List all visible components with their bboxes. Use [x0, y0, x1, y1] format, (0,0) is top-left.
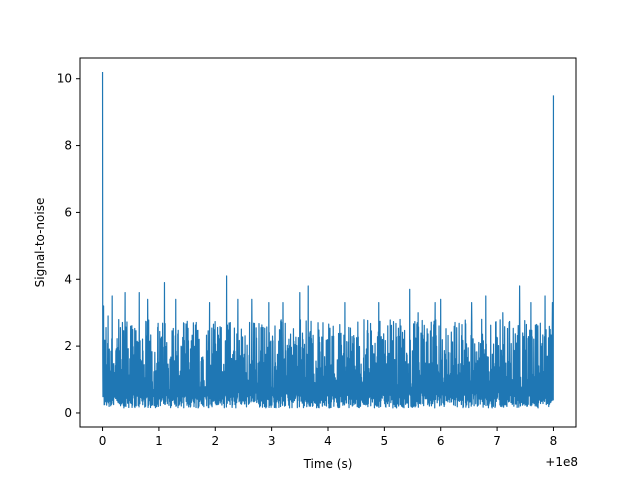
x-tick-label: 5 — [381, 434, 389, 448]
y-axis: 0 2 4 6 8 10 — [57, 72, 80, 420]
y-axis-label: Signal-to-noise — [33, 198, 47, 288]
x-tick-label: 3 — [268, 434, 276, 448]
plot-area — [101, 72, 555, 409]
x-tick-label: 7 — [493, 434, 501, 448]
y-tick-label: 0 — [64, 406, 72, 420]
x-tick-label: 4 — [324, 434, 332, 448]
x-tick-label: 2 — [211, 434, 219, 448]
y-tick-label: 8 — [64, 139, 72, 153]
y-tick-label: 10 — [57, 72, 72, 86]
y-tick-label: 2 — [64, 339, 72, 353]
y-tick-label: 4 — [64, 272, 72, 286]
x-tick-label: 1 — [155, 434, 163, 448]
x-tick-label: 6 — [437, 434, 445, 448]
x-axis: 0 1 2 3 4 5 6 7 8 — [99, 427, 558, 448]
x-tick-label: 0 — [99, 434, 107, 448]
x-axis-label: Time (s) — [303, 457, 353, 471]
y-tick-label: 6 — [64, 205, 72, 219]
x-tick-label: 8 — [550, 434, 558, 448]
x-axis-offset-label: +1e8 — [545, 455, 578, 469]
series-line — [101, 72, 555, 409]
